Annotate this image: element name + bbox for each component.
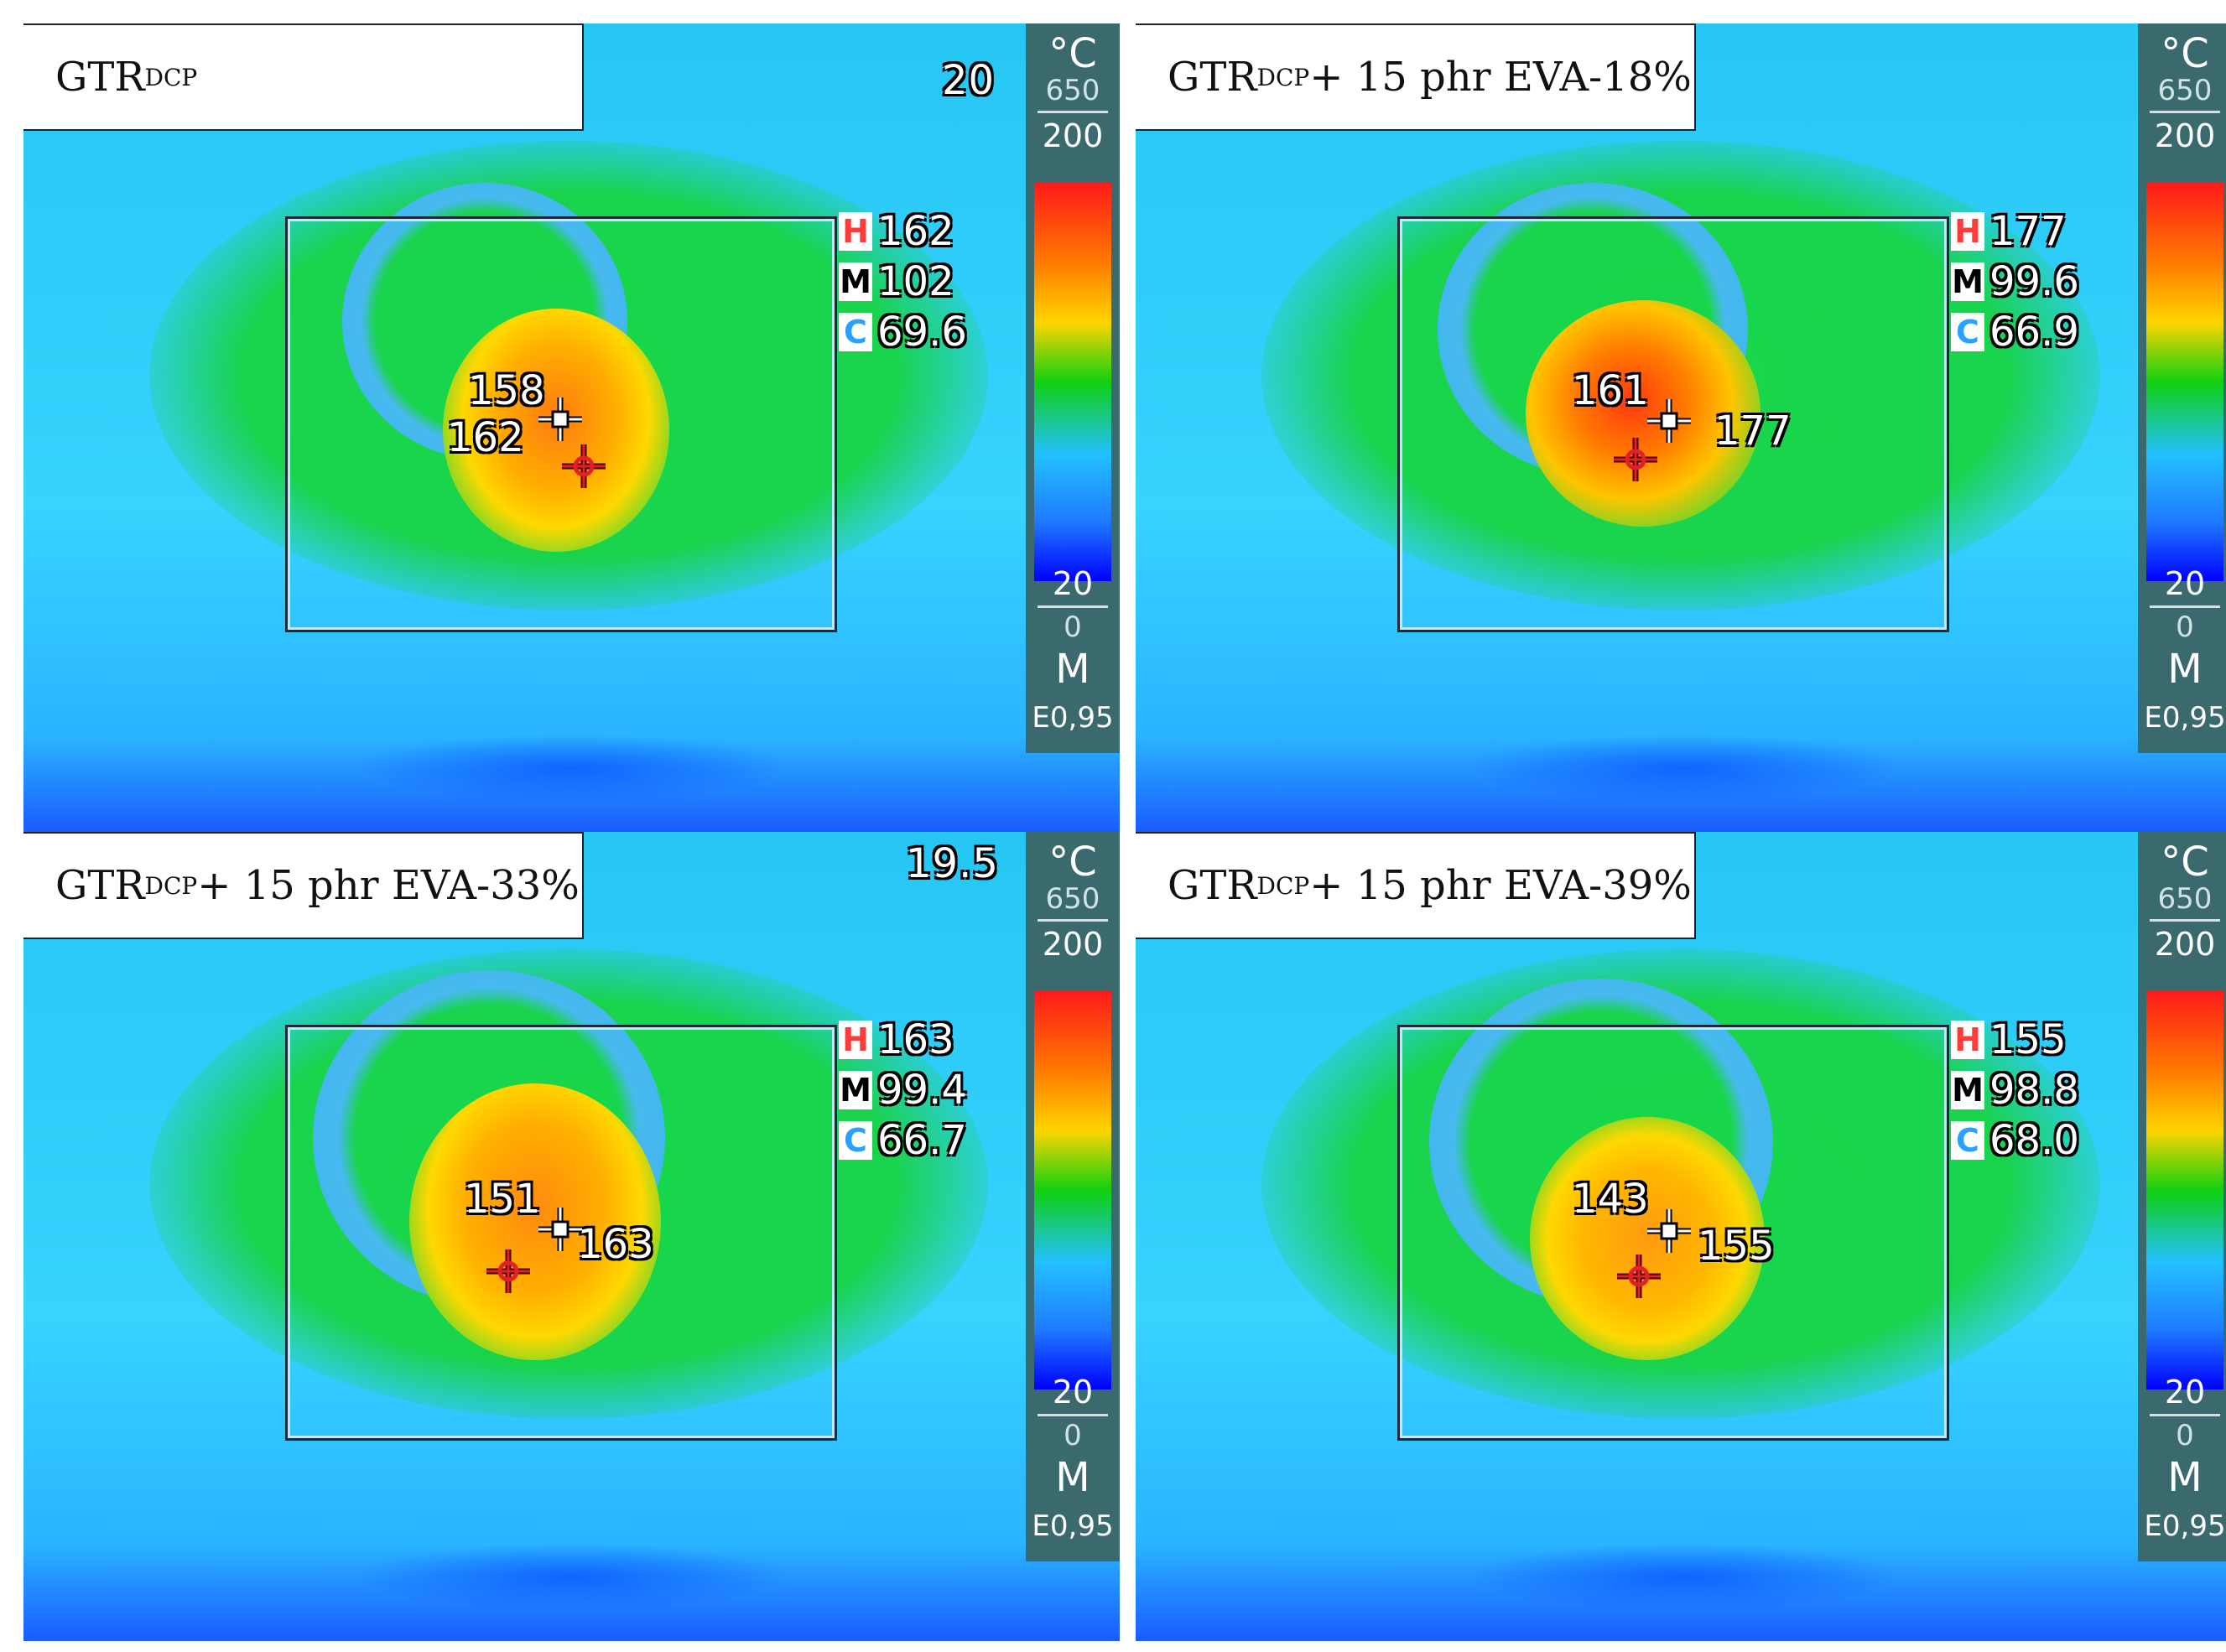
crosshair-red-icon <box>1617 1255 1661 1298</box>
thermal-image <box>23 832 1120 1641</box>
mean-temp: M 102 <box>839 258 954 305</box>
camera-readout: 20 <box>942 57 996 104</box>
hot-spot-readout: 162 <box>447 414 524 461</box>
crosshair-white-icon <box>1647 1209 1691 1253</box>
crosshair-white-icon <box>538 397 582 441</box>
spot-readout: 158 <box>468 367 545 414</box>
min-temp: C 69.6 <box>839 309 967 356</box>
hot-spot-readout: 163 <box>577 1221 654 1268</box>
hot-spot-readout: 177 <box>1714 408 1792 455</box>
thermal-image <box>1136 23 2226 833</box>
max-temp: H 162 <box>839 208 954 255</box>
color-scale-bar <box>2146 991 2223 1390</box>
mean-temp: M 99.6 <box>1951 258 2079 305</box>
measurement-area <box>1397 216 1949 632</box>
temperature-scale: °C 650 200 20 0 M E0,95 <box>2138 23 2226 753</box>
mean-temp: M 98.8 <box>1951 1067 2079 1114</box>
min-temp: C 66.7 <box>839 1117 967 1164</box>
max-temp: H 163 <box>839 1016 954 1063</box>
thermal-panel-4: GTR DCP + 15 phr EVA-39% H 155 M 98.8 C 68.0… <box>1136 832 2226 1641</box>
measurement-area <box>285 216 837 632</box>
measurement-area <box>1397 1025 1949 1441</box>
max-temp: H 155 <box>1951 1016 2067 1063</box>
camera-readout: 19.5 <box>906 840 999 887</box>
crosshair-white-icon <box>1647 399 1691 443</box>
temperature-scale: °C 650 200 20 0 M E0,95 <box>1026 23 1120 753</box>
hot-spot-readout: 155 <box>1698 1223 1775 1270</box>
panel-label: GTR DCP + 15 phr EVA-39% <box>1136 832 1696 939</box>
thermal-panel-3: GTR DCP + 15 phr EVA-33% 19.5 H 163 M 99.4 … <box>23 832 1120 1641</box>
color-scale-bar <box>1034 183 1111 581</box>
color-scale-bar <box>2146 183 2223 581</box>
crosshair-white-icon <box>538 1208 582 1251</box>
temperature-scale: °C 650 200 20 0 M E0,95 <box>2138 832 2226 1561</box>
thermal-panel-1: GTR DCP 20 H 162 M 102 C 69.6 158 162 °C 650… <box>23 23 1120 833</box>
max-temp: H 177 <box>1951 208 2067 255</box>
color-scale-bar <box>1034 991 1111 1390</box>
spot-readout: 143 <box>1572 1176 1649 1223</box>
panel-label: GTR DCP <box>23 23 584 131</box>
measurement-area <box>285 1025 837 1441</box>
crosshair-red-icon <box>486 1249 530 1293</box>
temperature-scale: °C 650 200 20 0 M E0,95 <box>1026 832 1120 1561</box>
spot-readout: 151 <box>464 1176 541 1223</box>
spot-readout: 161 <box>1572 367 1649 414</box>
thermal-panel-2: GTR DCP + 15 phr EVA-18% H 177 M 99.6 C 66.9… <box>1136 23 2226 833</box>
min-temp: C 68.0 <box>1951 1117 2079 1164</box>
crosshair-red-icon <box>562 444 606 488</box>
crosshair-red-icon <box>1614 438 1657 481</box>
panel-label: GTR DCP + 15 phr EVA-33% <box>23 832 584 939</box>
panel-label: GTR DCP + 15 phr EVA-18% <box>1136 23 1696 131</box>
min-temp: C 66.9 <box>1951 309 2079 356</box>
mean-temp: M 99.4 <box>839 1067 967 1114</box>
